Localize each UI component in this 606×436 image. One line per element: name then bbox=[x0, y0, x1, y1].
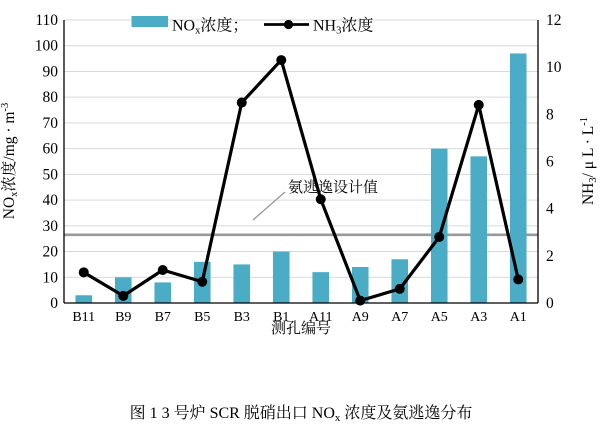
svg-text:40: 40 bbox=[43, 192, 59, 209]
svg-text:4: 4 bbox=[546, 201, 554, 218]
svg-text:氨逃逸设计值: 氨逃逸设计值 bbox=[288, 178, 378, 196]
svg-text:A1: A1 bbox=[510, 310, 527, 325]
svg-text:12: 12 bbox=[546, 12, 562, 29]
svg-text:110: 110 bbox=[35, 12, 58, 29]
svg-text:A3: A3 bbox=[470, 310, 487, 325]
svg-text:70: 70 bbox=[43, 115, 59, 132]
svg-text:100: 100 bbox=[35, 38, 59, 55]
svg-text:A7: A7 bbox=[391, 310, 408, 325]
svg-text:10: 10 bbox=[43, 269, 59, 286]
svg-text:B11: B11 bbox=[72, 310, 95, 325]
svg-text:60: 60 bbox=[43, 141, 59, 158]
svg-text:80: 80 bbox=[43, 89, 59, 106]
svg-text:NH3/ μ L · L-1: NH3/ μ L · L-1 bbox=[579, 117, 599, 205]
svg-text:图 1 3 号炉 SCR 脱硝出口 NOx 浓度及氨逃逸: 图 1 3 号炉 SCR 脱硝出口 NOx 浓度及氨逃逸分布 bbox=[130, 404, 473, 424]
svg-text:6: 6 bbox=[546, 154, 554, 171]
svg-text:8: 8 bbox=[546, 106, 554, 123]
svg-text:10: 10 bbox=[546, 59, 562, 76]
svg-text:B3: B3 bbox=[234, 310, 250, 325]
svg-text:2: 2 bbox=[546, 248, 554, 265]
svg-text:B5: B5 bbox=[194, 310, 210, 325]
svg-text:A5: A5 bbox=[431, 310, 448, 325]
svg-text:30: 30 bbox=[43, 218, 59, 235]
svg-text:20: 20 bbox=[43, 244, 59, 261]
svg-text:0: 0 bbox=[50, 295, 58, 312]
svg-text:NH3浓度: NH3浓度 bbox=[313, 17, 373, 37]
svg-text:测孔编号: 测孔编号 bbox=[271, 319, 331, 337]
svg-text:NOx浓度/mg · m-3: NOx浓度/mg · m-3 bbox=[0, 103, 20, 219]
svg-text:B7: B7 bbox=[155, 310, 171, 325]
svg-text:B9: B9 bbox=[115, 310, 131, 325]
svg-text:90: 90 bbox=[43, 63, 59, 80]
svg-text:NOx浓度；: NOx浓度； bbox=[172, 17, 248, 37]
svg-text:A9: A9 bbox=[352, 310, 369, 325]
svg-text:50: 50 bbox=[43, 166, 59, 183]
svg-text:0: 0 bbox=[546, 295, 554, 312]
